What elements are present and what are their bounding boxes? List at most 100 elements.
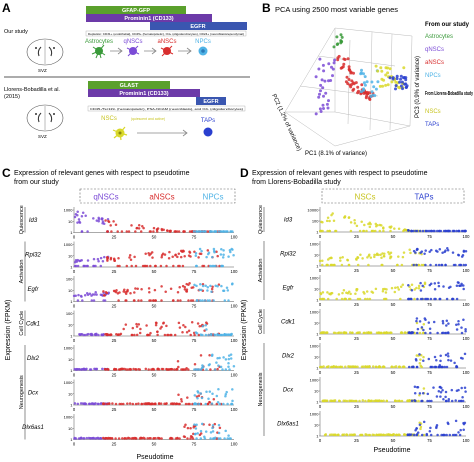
scatter-point bbox=[117, 299, 120, 302]
arrow-icon bbox=[178, 47, 192, 55]
scatter-point bbox=[376, 399, 379, 403]
x-tick-label: 100 bbox=[231, 269, 239, 274]
arrow-icon bbox=[137, 129, 188, 137]
scatter-point bbox=[413, 297, 416, 301]
scatter-point bbox=[410, 288, 414, 292]
scatter-point bbox=[154, 299, 157, 302]
x-tick-label: 100 bbox=[231, 373, 239, 378]
scatter-point bbox=[160, 437, 163, 440]
x-tick-label: 75 bbox=[427, 268, 432, 273]
pca-point bbox=[370, 90, 374, 94]
scatter-point bbox=[195, 368, 198, 371]
scatter-point bbox=[161, 252, 165, 256]
scatter-point bbox=[177, 252, 181, 255]
scatter-point bbox=[97, 333, 100, 337]
gene-label: Dlx6as1 bbox=[277, 422, 299, 428]
scatter-point bbox=[172, 264, 175, 268]
scatter-point bbox=[420, 263, 424, 267]
scatter-point bbox=[182, 230, 185, 233]
pca-point bbox=[370, 80, 374, 84]
scatter-point bbox=[441, 388, 444, 392]
scatter-point bbox=[362, 229, 366, 233]
pca-point bbox=[347, 68, 351, 72]
scatter-point bbox=[442, 397, 445, 401]
pca-point bbox=[356, 85, 360, 89]
scatter-point bbox=[325, 219, 329, 223]
scatter-point bbox=[155, 228, 159, 232]
scatter-point bbox=[380, 256, 383, 259]
scatter-point bbox=[165, 229, 169, 232]
scatter-point bbox=[214, 284, 217, 288]
pca-point bbox=[340, 35, 344, 39]
scatter-point bbox=[462, 318, 465, 322]
scatter-point bbox=[434, 263, 438, 267]
scatter-point bbox=[229, 357, 233, 360]
scatter-point bbox=[148, 253, 151, 257]
scatter-point bbox=[457, 320, 460, 323]
scatter-point bbox=[193, 283, 196, 287]
scatter-point bbox=[403, 365, 406, 369]
scatter-point bbox=[214, 436, 217, 439]
scatter-point bbox=[321, 220, 324, 224]
pca-point bbox=[369, 95, 373, 98]
scatter-point bbox=[156, 368, 159, 371]
scatter-point bbox=[425, 297, 428, 301]
scatter-point bbox=[389, 433, 392, 437]
scatter-point bbox=[422, 328, 425, 332]
scatter-point bbox=[334, 229, 338, 233]
scatter-point bbox=[176, 359, 180, 363]
scatter-point bbox=[225, 230, 229, 233]
scatter-point bbox=[369, 256, 373, 259]
pca-point bbox=[318, 57, 322, 61]
scatter-point bbox=[107, 402, 111, 405]
scatter-point bbox=[207, 363, 211, 367]
scatter-point bbox=[133, 333, 136, 337]
scatter-point bbox=[222, 356, 225, 359]
scatter-point bbox=[203, 299, 207, 302]
scatter-point bbox=[208, 401, 211, 404]
pca-point bbox=[321, 63, 325, 67]
scatter-point bbox=[96, 257, 100, 261]
scatter-point bbox=[193, 250, 196, 253]
scatter-point bbox=[178, 437, 181, 440]
scatter-point bbox=[430, 248, 433, 252]
scatter-point bbox=[322, 297, 326, 301]
y-tick-label: 1000 bbox=[64, 346, 74, 351]
pca-point bbox=[376, 80, 380, 84]
scatter-point bbox=[197, 391, 200, 394]
pca-point bbox=[314, 75, 318, 79]
scatter-point bbox=[422, 323, 426, 326]
pca-point bbox=[388, 76, 392, 80]
scatter-point bbox=[447, 358, 450, 362]
x-tick-label: 0 bbox=[319, 234, 322, 239]
scatter-point bbox=[441, 251, 444, 255]
scatter-point bbox=[152, 436, 156, 440]
scatter-point bbox=[216, 333, 219, 336]
pca-point bbox=[321, 103, 325, 107]
scatter-point bbox=[412, 249, 416, 253]
category-label: Neurogenesis bbox=[258, 372, 264, 406]
scatter-point bbox=[206, 289, 209, 292]
pca-point bbox=[380, 69, 384, 73]
scatter-point bbox=[133, 255, 136, 259]
scatter-point bbox=[457, 229, 460, 233]
scatter-point bbox=[202, 230, 206, 233]
scatter-point bbox=[201, 282, 205, 286]
scatter-point bbox=[439, 391, 443, 394]
scatter-point bbox=[406, 433, 410, 437]
scatter-point bbox=[367, 263, 370, 267]
panel-c-xlabel: Pseudotime bbox=[137, 454, 174, 461]
gene-label: Id3 bbox=[29, 218, 38, 224]
scatter-point bbox=[211, 424, 215, 427]
y-tick-label: 10000 bbox=[307, 208, 319, 213]
scatter-point bbox=[82, 264, 86, 268]
scatter-point bbox=[207, 333, 210, 337]
pca-point bbox=[335, 35, 339, 39]
scatter-point bbox=[429, 331, 432, 335]
scatter-point bbox=[462, 287, 465, 291]
pca-point bbox=[400, 80, 404, 84]
scatter-point bbox=[447, 354, 450, 358]
category-label: Neurogenesis bbox=[19, 375, 25, 409]
scatter-point bbox=[420, 365, 423, 369]
